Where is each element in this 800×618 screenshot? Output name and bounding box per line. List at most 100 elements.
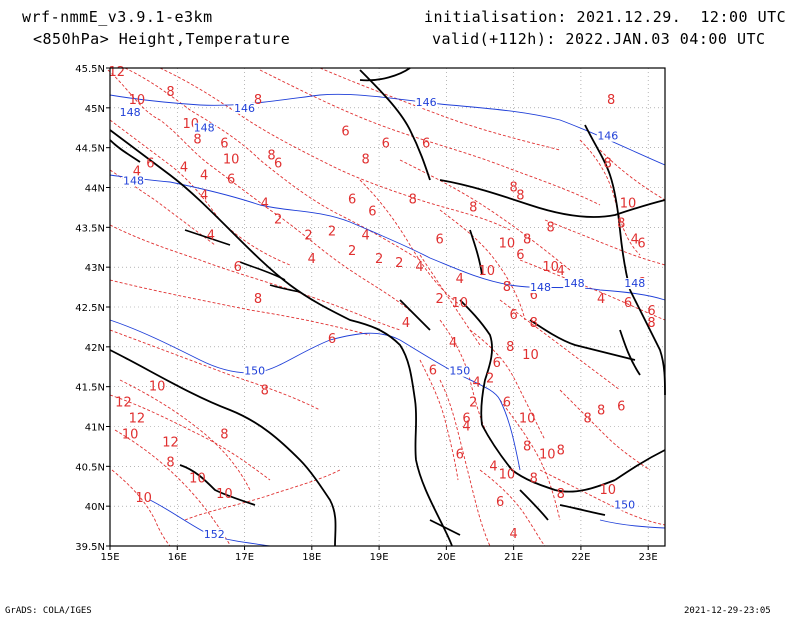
axis-ticks: 15E 16E 17E 18E 19E 20E 21E 22E 23E 45.5N 45N 44.5N… (75, 64, 657, 563)
lon-tick-label: 18E (302, 552, 321, 563)
temperature-contour-label: 6 (647, 304, 655, 319)
temperature-contour-label: 6 (227, 173, 235, 188)
temperature-contour-label: 4 (509, 527, 517, 542)
temperature-contour-label: 6 (382, 137, 390, 152)
height-label-mask (529, 282, 552, 294)
lat-tick-label: 42.5N (75, 303, 105, 314)
height-contour-label: 148 (624, 277, 645, 290)
lon-tick-label: 21E (504, 552, 523, 563)
temperature-contour-label: 10 (129, 93, 146, 108)
temperature-contour-label: 8 (523, 439, 531, 454)
lat-tick-label: 42N (85, 343, 105, 354)
lon-tick-label: 16E (168, 552, 187, 563)
temperature-contour-label: 2 (274, 212, 282, 227)
height-label-mask (193, 122, 216, 134)
temperature-contour-label: 8 (506, 340, 514, 355)
lon-tick-label: 22E (571, 552, 590, 563)
height-label-mask (563, 278, 586, 290)
temperature-contour-label: 6 (234, 260, 242, 275)
lat-tick-label: 44.5N (75, 144, 105, 155)
height-label-mask (203, 529, 226, 541)
valid-time: valid(+112h): 2022.JAN.03 04:00 UTC (432, 30, 766, 48)
temperature-contour-label: 4 (361, 228, 369, 243)
temperature-contour-label: 8 (503, 280, 511, 295)
temperature-contour-label: 12 (115, 396, 132, 411)
temperature-contour-label: 10 (539, 447, 556, 462)
temperature-contour-label: 2 (435, 292, 443, 307)
lat-tick-label: 43N (85, 263, 105, 274)
lat-tick-label: 41N (85, 423, 105, 434)
temperature-contour-label: 8 (166, 85, 174, 100)
temperature-contour-label: 8 (546, 220, 554, 235)
lon-tick-label: 17E (235, 552, 254, 563)
temperature-contour-label: 8 (607, 93, 615, 108)
temperature-contour-label: 4 (462, 419, 470, 434)
temperature-contour-label: 12 (108, 65, 125, 80)
temperature-contour-label: 2 (328, 224, 336, 239)
height-label-mask (596, 130, 619, 142)
temperature-contour-label: 4 (597, 292, 605, 307)
lat-tick-label: 41.5N (75, 383, 105, 394)
height-contour-label: 148 (564, 277, 585, 290)
lat-tick-label: 40N (85, 502, 105, 513)
temperature-contour-label: 8 (583, 412, 591, 427)
temperature-contour-label: 6 (493, 356, 501, 371)
height-label-mask (233, 102, 256, 114)
temperature-contour-label: 2 (375, 252, 383, 267)
field-title: <850hPa> Height,Temperature (33, 30, 291, 48)
temperature-contour-label: 6 (274, 157, 282, 172)
temperature-contour-label: 10 (499, 236, 516, 251)
graticule (109, 67, 665, 547)
temperature-contour-label: 6 (530, 288, 538, 303)
lon-tick-label: 19E (370, 552, 389, 563)
height-contour-label: 148 (530, 281, 551, 294)
temperature-contour-label: 6 (624, 296, 632, 311)
model-title: wrf-nmmE_v3.9.1-e3km (22, 8, 213, 26)
temperature-contour-label: 10 (499, 467, 516, 482)
height-contour-label: 148 (123, 174, 144, 187)
height-label-mask (448, 365, 471, 377)
temperature-contour-label: 6 (516, 248, 524, 263)
temperature-contour-label: 6 (220, 137, 228, 152)
temperature-contour-label: 8 (523, 232, 531, 247)
height-contour-label: 150 (244, 365, 265, 378)
temperature-contour-label: 10 (189, 471, 206, 486)
temperature-contour-label: 8 (530, 471, 538, 486)
temperature-contour-label: 8 (597, 404, 605, 419)
temperature-contour-label: 8 (604, 157, 612, 172)
temperature-contour-label: 4 (456, 272, 464, 287)
temperature-contour-label: 10 (522, 348, 539, 363)
temperature-contour-label: 4 (402, 316, 410, 331)
temperature-contour-label: 6 (422, 137, 430, 152)
temperature-contour-label: 4 (180, 161, 188, 176)
temperature-contour-label: 10 (452, 296, 469, 311)
temperature-contour-label: 8 (516, 188, 524, 203)
temperature-contour-label: 4 (261, 196, 269, 211)
temperature-contour-label: 8 (166, 455, 174, 470)
temperature-contour-label: 8 (267, 149, 275, 164)
temperature-contour-label: 12 (162, 435, 179, 450)
temperature-contour-label: 8 (617, 216, 625, 231)
temperature-contour-label: 8 (647, 316, 655, 331)
temperature-contour-label: 2 (348, 244, 356, 259)
height-label-mask (243, 365, 266, 377)
temperature-contour-label: 8 (193, 133, 201, 148)
lon-tick-label: 20E (437, 552, 456, 563)
temperature-contour-label: 12 (129, 412, 146, 427)
temperature-contour-label: 2 (486, 372, 494, 387)
temperature-contour-label: 10 (122, 427, 139, 442)
temperature-contour-label: 4 (472, 376, 480, 391)
temperature-contour-label: 6 (456, 447, 464, 462)
temperature-contour-label: 6 (503, 396, 511, 411)
grads-credit: GrADS: COLA/IGES (5, 606, 92, 616)
temperature-contour-label: 10 (478, 264, 495, 279)
temperature-contour-label: 6 (368, 204, 376, 219)
lon-tick-label: 23E (639, 552, 658, 563)
temperature-contour-label: 8 (557, 487, 565, 502)
temperature-contour-label: 6 (348, 192, 356, 207)
temperature-contour-label: 8 (469, 200, 477, 215)
temperature-contour-label: 6 (328, 332, 336, 347)
temperature-contour-label: 8 (254, 93, 262, 108)
lat-tick-label: 45N (85, 104, 105, 115)
